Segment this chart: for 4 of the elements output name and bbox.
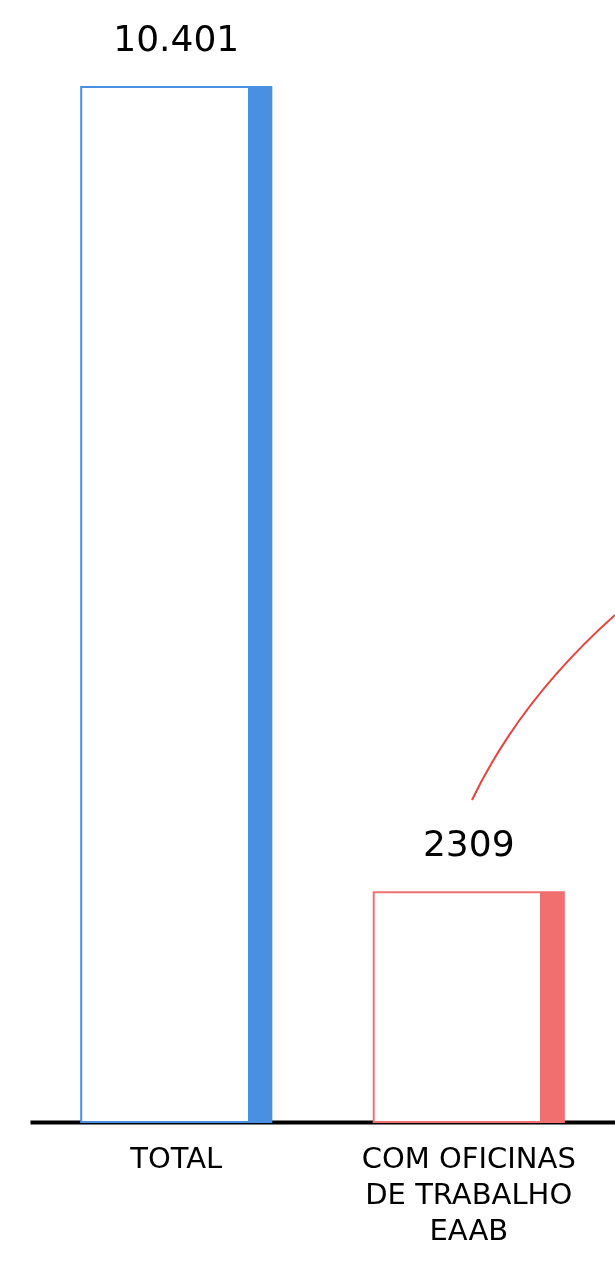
x-tick-label: COM OFICINAS DE TRABALHO EAAB (361, 1140, 576, 1247)
x-tick-label: TOTAL (129, 1140, 223, 1175)
data-label: 2309 (422, 823, 515, 865)
data-label: 10.401 (113, 18, 240, 59)
